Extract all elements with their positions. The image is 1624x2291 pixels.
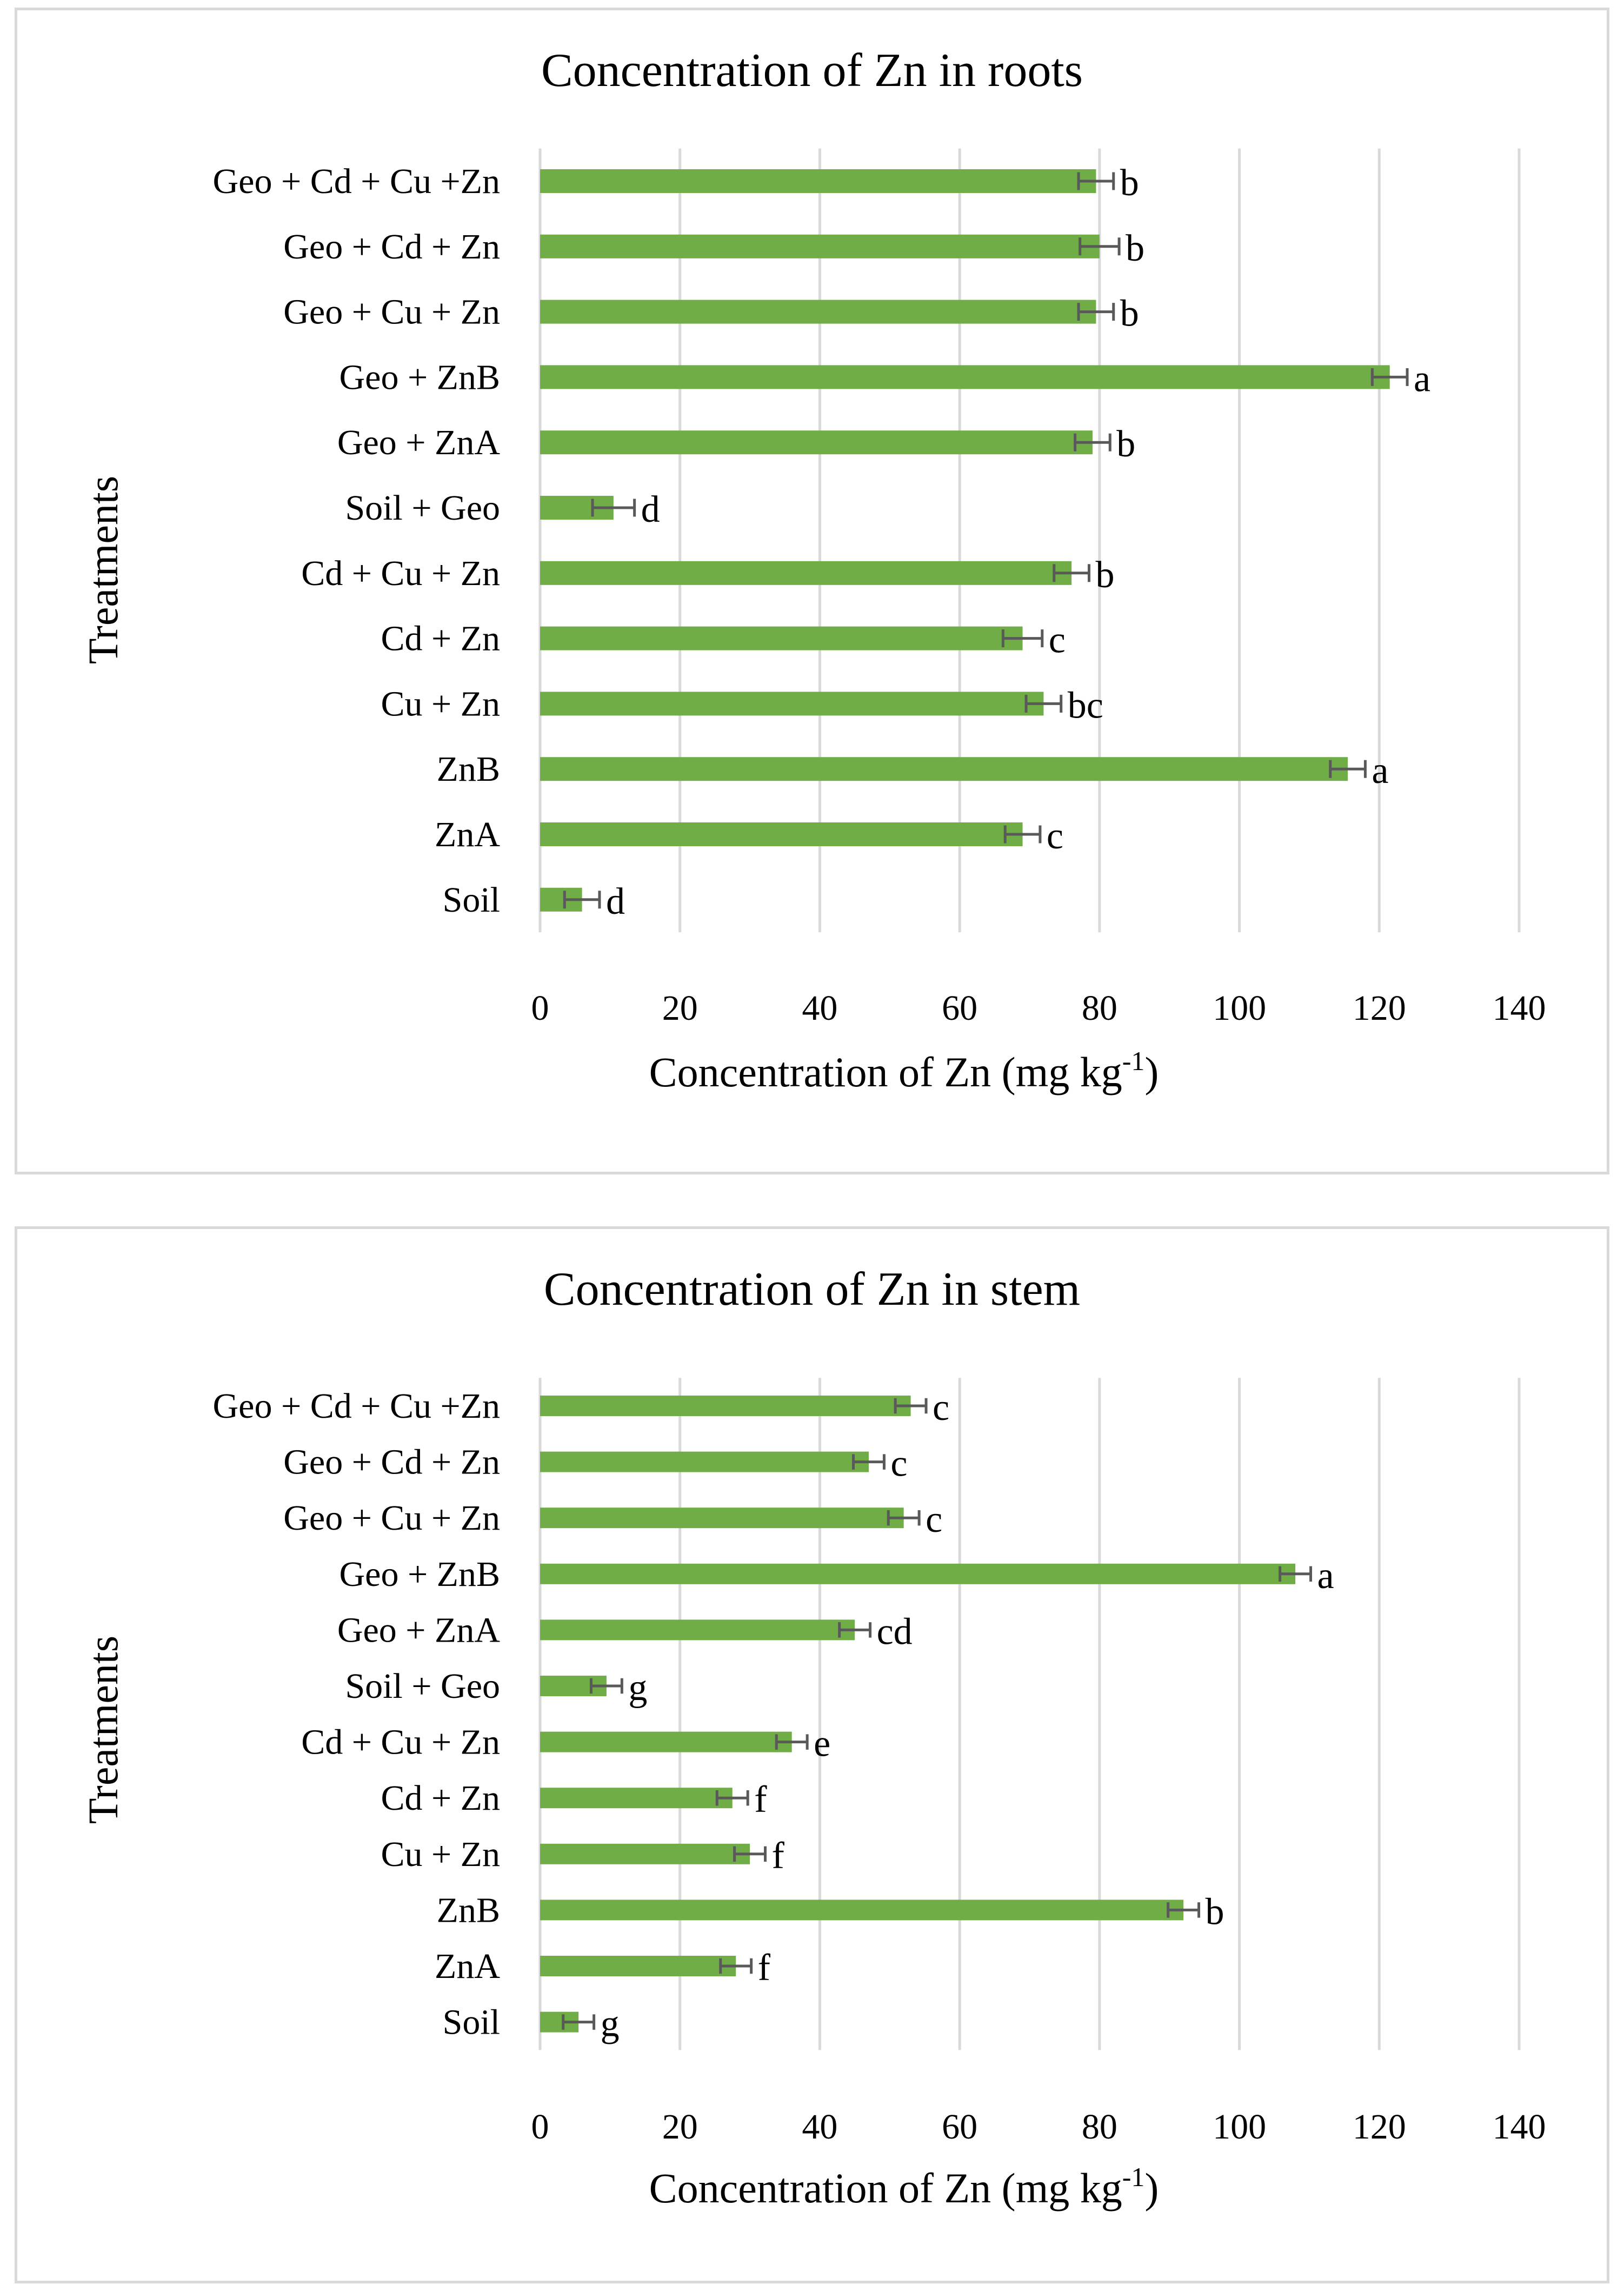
y-category-label: ZnB [437,749,500,789]
significance-letter: g [601,2003,620,2045]
bar [540,1956,736,1976]
x-tick-label: 20 [662,2107,698,2147]
significance-letter: b [1126,228,1144,269]
x-tick-label: 60 [942,988,977,1028]
significance-letter: c [890,1443,907,1485]
bar [540,1619,855,1640]
y-axis-label: Treatments [79,476,127,664]
y-category-label: Geo + Cd + Zn [283,227,500,267]
significance-letter: f [754,1779,767,1821]
bar [540,169,1096,193]
y-category-label: Geo + Cu + Zn [283,293,500,332]
x-tick-label: 60 [942,2107,977,2147]
bar [540,1900,1183,1920]
x-tick-label: 100 [1213,988,1266,1028]
y-category-label: Geo + Cd + Cu +Zn [213,162,500,201]
significance-letter: e [814,1723,830,1765]
significance-letter: a [1372,750,1388,792]
significance-letter: b [1116,423,1135,465]
significance-letter: c [1049,620,1066,661]
significance-letter: a [1317,1555,1334,1597]
bar [540,1732,792,1752]
significance-letter: a [1414,358,1430,400]
chart-title: Concentration of Zn in roots [541,44,1083,97]
x-tick-label: 20 [662,988,698,1028]
y-category-label: Geo + Cd + Cu +Zn [213,1386,500,1426]
y-category-label: Soil [443,2003,500,2042]
y-category-label: Geo + Cu + Zn [283,1498,500,1538]
significance-letter: d [606,881,625,922]
x-tick-label: 140 [1493,2107,1546,2147]
y-category-label: ZnB [437,1890,500,1930]
significance-letter: f [758,1947,771,1989]
significance-letter: b [1120,162,1139,204]
bar [540,561,1071,585]
significance-letter: b [1120,293,1139,335]
significance-letter: bc [1068,685,1103,726]
x-tick-label: 100 [1213,2107,1266,2147]
y-axis-label: Treatments [79,1636,127,1824]
x-tick-label: 0 [531,988,549,1028]
y-category-label: Geo + ZnA [337,1610,500,1650]
y-category-label: Geo + ZnB [339,357,500,397]
y-category-label: Cd + Zn [381,619,500,659]
bar [540,692,1043,715]
bar [540,1844,750,1864]
significance-letter: d [641,489,660,530]
chart-title: Concentration of Zn in stem [544,1263,1080,1316]
y-category-label: Soil [443,880,500,920]
bar [540,757,1348,781]
x-tick-label: 120 [1353,2107,1406,2147]
bar [540,300,1096,324]
significance-letter: c [933,1387,949,1429]
y-category-label: Soil + Geo [345,488,500,528]
significance-letter: c [1047,815,1063,857]
chart-stem-svg: Concentration of Zn in stem 0 20 40 60 80 100 1… [17,1229,1607,2281]
bar [540,1788,733,1808]
x-tick-label: 140 [1493,988,1546,1028]
y-category-label: Cu + Zn [381,1835,500,1874]
bar [540,235,1100,258]
bar [540,1452,869,1472]
chart-panel-stem: Concentration of Zn in stem 0 20 40 60 80 100 1… [15,1226,1609,2283]
y-category-label: ZnA [435,1947,500,1986]
bar [540,1564,1295,1584]
chart-panel-roots: Concentration of Zn in roots 0 20 40 60 80 100… [15,8,1609,1174]
x-axis-label: Concentration of Zn (mg kg-1) [649,1046,1159,1095]
y-category-label: ZnA [435,815,500,854]
x-tick-label: 40 [802,2107,837,2147]
bar [540,430,1093,454]
x-tick-label: 40 [802,988,837,1028]
y-category-label: Cd + Cu + Zn [301,554,500,593]
significance-letter: b [1095,554,1114,596]
x-tick-label: 80 [1082,988,1117,1028]
bar [540,1396,911,1416]
x-axis-label: Concentration of Zn (mg kg-1) [649,2162,1159,2212]
significance-letter: cd [877,1611,913,1652]
x-tick-label: 0 [531,2107,549,2147]
bar [540,365,1390,389]
y-category-label: Soil + Geo [345,1666,500,1706]
y-category-label: Geo + Cd + Zn [283,1443,500,1482]
significance-letter: c [926,1499,942,1540]
y-category-label: Cu + Zn [381,684,500,723]
y-category-label: Cd + Zn [381,1778,500,1818]
y-category-label: Cd + Cu + Zn [301,1723,500,1762]
x-tick-label: 120 [1353,988,1406,1028]
bar [540,1508,904,1528]
x-tick-label: 80 [1082,2107,1117,2147]
bar [540,627,1023,650]
significance-letter: b [1206,1891,1224,1933]
bar [540,822,1023,846]
chart-roots-svg: Concentration of Zn in roots 0 20 40 60 80 100… [17,10,1607,1172]
y-category-label: Geo + ZnA [337,423,500,462]
significance-letter: f [772,1835,785,1877]
y-category-label: Geo + ZnB [339,1555,500,1594]
significance-letter: g [628,1667,647,1709]
